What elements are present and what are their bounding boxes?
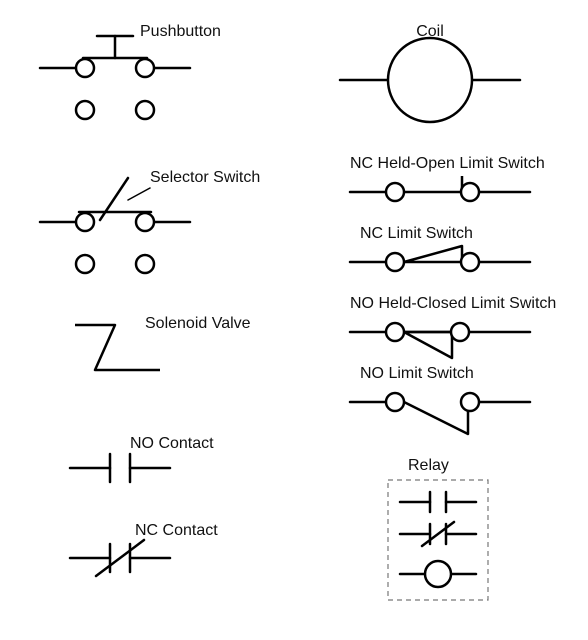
relay-label: Relay (408, 457, 449, 474)
nc-held-open-limit-switch-label: NC Held-Open Limit Switch (350, 155, 545, 172)
coil-symbol (340, 38, 520, 122)
relay-symbol (388, 480, 488, 600)
pushbutton-symbol (40, 36, 190, 119)
coil-label: Coil (416, 23, 444, 40)
selector-switch-label: Selector Switch (150, 169, 260, 186)
nc-contact-label: NC Contact (135, 522, 218, 539)
no-held-closed-limit-switch-label: NO Held-Closed Limit Switch (350, 295, 556, 312)
solenoid-valve-label: Solenoid Valve (145, 315, 251, 332)
pushbutton-label: Pushbutton (140, 23, 221, 40)
no-contact-symbol (70, 454, 170, 482)
nc-limit-switch-label: NC Limit Switch (360, 225, 473, 242)
no-limit-switch (350, 393, 530, 434)
no-contact-label: NO Contact (130, 435, 214, 452)
no-limit-switch-label: NO Limit Switch (360, 365, 474, 382)
no-held-closed-limit-switch (350, 323, 530, 358)
nc-contact-symbol (70, 540, 170, 576)
nc-limit-switch (350, 246, 530, 271)
nc-held-open-limit-switch (350, 176, 530, 201)
selector-switch-symbol (40, 178, 190, 273)
